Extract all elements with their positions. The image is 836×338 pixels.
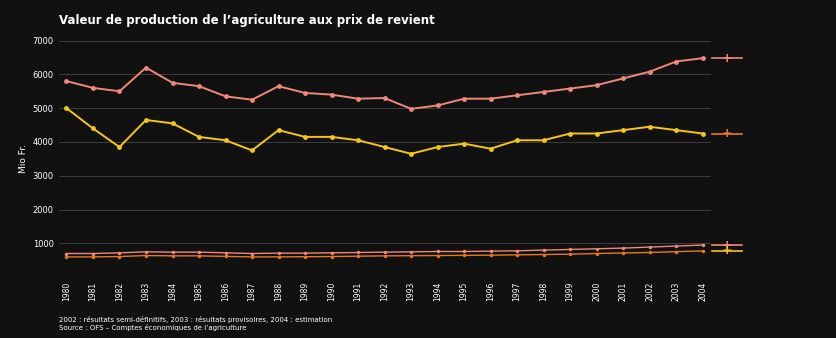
Y-axis label: Mio Fr.: Mio Fr. <box>19 144 28 173</box>
Text: Valeur de production de l’agriculture aux prix de revient: Valeur de production de l’agriculture au… <box>59 14 434 27</box>
Text: +: + <box>722 244 732 258</box>
Text: 2002 : résultats semi-définitifs, 2003 : résultats provisoires, 2004 : estimatio: 2002 : résultats semi-définitifs, 2003 :… <box>59 316 332 331</box>
Text: +: + <box>722 127 732 140</box>
Text: +: + <box>722 52 732 65</box>
Text: +: + <box>722 239 732 251</box>
